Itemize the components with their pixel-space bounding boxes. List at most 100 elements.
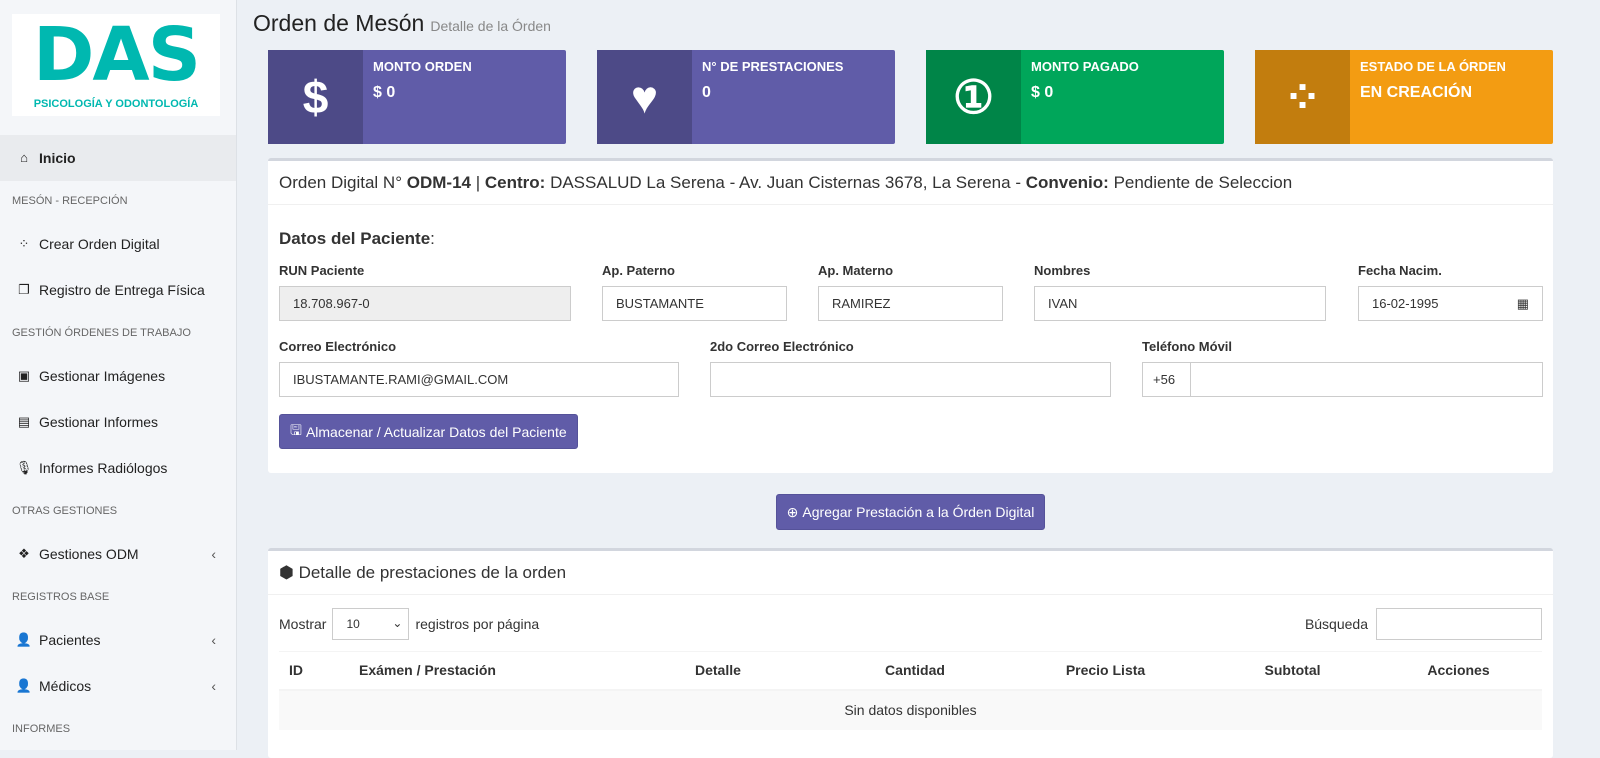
info-box-0: $ MONTO ORDEN $ 0 <box>268 50 566 144</box>
save-patient-button[interactable]: 🖫 Almacenar / Actualizar Datos del Pacien… <box>279 414 578 449</box>
paterno-label: Ap. Paterno <box>602 263 675 278</box>
chevron-left-icon: ‹ <box>211 632 216 648</box>
sidebar-item-registro-de-entrega-f-sica[interactable]: ❐ Registro de Entrega Física <box>0 267 236 313</box>
nombres-input[interactable]: IVAN <box>1034 286 1326 321</box>
add-button-row: ⊕ Agregar Prestación a la Órden Digital <box>268 494 1553 530</box>
nav-section-header: MESÓN - RECEPCIÓN <box>12 195 128 207</box>
column-header[interactable]: ID <box>279 651 349 691</box>
info-box-label: ESTADO DE LA ÓRDEN <box>1360 59 1506 74</box>
paterno-input[interactable]: BUSTAMANTE <box>602 286 787 321</box>
logo[interactable]: DAS PSICOLOGÍA Y ODONTOLOGÍA <box>12 14 220 116</box>
sidebar-item-inicio[interactable]: ⌂ Inicio <box>0 135 236 181</box>
column-header[interactable]: Subtotal <box>1210 651 1375 691</box>
correo2-label: 2do Correo Electrónico <box>710 339 854 354</box>
fecha-input[interactable]: 16-02-1995 ▦ <box>1358 286 1543 321</box>
search-input[interactable] <box>1376 608 1542 640</box>
info-box-3: ⁘ ESTADO DE LA ÓRDEN EN CREACIÓN <box>1255 50 1553 144</box>
cubes-icon: ❖ <box>18 546 30 561</box>
tel-input[interactable] <box>1191 362 1543 397</box>
patient-section-title: Datos del Paciente: <box>279 229 435 248</box>
nav-section-header: GESTIÓN ÓRDENES DE TRABAJO <box>12 327 191 339</box>
column-header[interactable]: Cantidad <box>829 651 1001 691</box>
correo-label: Correo Electrónico <box>279 339 397 354</box>
sidebar-nav: ⌂ Inicio MESÓN - RECEPCIÓN ⁘ Crear Orden Dig… <box>0 135 236 749</box>
chevron-down-icon: ⌄ <box>392 616 403 630</box>
chevron-left-icon: ‹ <box>211 546 216 562</box>
materno-input[interactable]: RAMIREZ <box>818 286 1003 321</box>
cube-icon: ⬢ <box>279 563 294 582</box>
column-header[interactable]: Precio Lista <box>1001 651 1210 691</box>
run-input[interactable]: 18.708.967-0 <box>279 286 571 321</box>
info-box-value: $ 0 <box>1031 84 1054 101</box>
sidebar-item-gestionar-informes[interactable]: ▤ Gestionar Informes <box>0 399 236 445</box>
sidebar-item-label: Gestionar Informes <box>39 414 159 430</box>
column-header[interactable]: Acciones <box>1375 651 1542 691</box>
prestaciones-table: ID Exámen / Prestación Detalle Cantidad Prec… <box>279 651 1542 730</box>
page-title: Orden de Mesón Detalle de la Órden <box>253 10 551 36</box>
search-control: Búsqueda <box>1305 608 1542 640</box>
sidebar-item-label: Pacientes <box>39 632 101 648</box>
info-box-label: MONTO PAGADO <box>1031 59 1139 74</box>
info-box-value: EN CREACIÓN <box>1360 84 1473 101</box>
chevron-left-icon: ‹ <box>211 678 216 694</box>
page-size-select[interactable]: 10 ⌄ <box>332 608 410 640</box>
plus-circle-icon: ⊕ <box>786 503 799 520</box>
order-panel: Orden Digital N° ODM-14 | Centro: DASSAL… <box>268 158 1553 473</box>
info-box-1: ♥ N° DE PRESTACIONES 0 <box>597 50 895 144</box>
sidebar-item-gestiones-odm[interactable]: ❖ Gestiones ODM ‹ <box>0 531 236 577</box>
run-label: RUN Paciente <box>279 263 365 278</box>
column-header[interactable]: Exámen / Prestación <box>349 651 685 691</box>
sidebar-item-pacientes[interactable]: 👤 Pacientes ‹ <box>0 617 236 663</box>
sidebar-item-label: Inicio <box>39 150 76 166</box>
heart-icon: ♥ <box>597 50 692 144</box>
main-content: Orden de Mesón Detalle de la Órden $ MONTO… <box>237 0 1600 758</box>
copy-icon: ❐ <box>18 282 30 297</box>
info-box-label: MONTO ORDEN <box>373 59 472 74</box>
page-subtitle: Detalle de la Órden <box>430 18 551 34</box>
sidebar-item-label: Crear Orden Digital <box>39 236 160 252</box>
user-doctor-icon: 👤 <box>15 678 33 693</box>
sidebar-item-label: Médicos <box>39 678 92 694</box>
nav-section-header: OTRAS GESTIONES <box>12 505 118 517</box>
page-size-control: Mostrar 10 ⌄ registros por página <box>279 608 539 640</box>
microphone-icon: 🎙 <box>15 460 33 475</box>
spinner-icon: ⁘ <box>1255 50 1350 144</box>
nav-section-header: INFORMES <box>12 723 71 735</box>
tel-label: Teléfono Móvil <box>1142 339 1233 354</box>
detail-panel: ⬢ Detalle de prestaciones de la orden Mo… <box>268 548 1553 758</box>
spinner-icon: ⁘ <box>18 236 30 251</box>
column-header[interactable]: Detalle <box>685 651 829 691</box>
image-icon: ▣ <box>17 368 31 383</box>
empty-row: Sin datos disponibles <box>279 689 1542 730</box>
detail-header: ⬢ Detalle de prestaciones de la orden <box>268 551 1553 595</box>
correo-input[interactable]: IBUSTAMANTE.RAMI@GMAIL.COM <box>279 362 679 397</box>
add-prestacion-button[interactable]: ⊕ Agregar Prestación a la Órden Digital <box>775 494 1046 530</box>
info-box-2: ① MONTO PAGADO $ 0 <box>926 50 1224 144</box>
floppy-icon: 🖫 <box>290 421 302 438</box>
user-icon: 👤 <box>15 632 33 647</box>
order-header: Orden Digital N° ODM-14 | Centro: DASSAL… <box>268 161 1553 205</box>
sidebar-item-gestionar-im-genes[interactable]: ▣ Gestionar Imágenes <box>0 353 236 399</box>
sidebar-item-m-dicos[interactable]: 👤 Médicos ‹ <box>0 663 236 709</box>
tel-prefix: +56 <box>1142 362 1191 397</box>
money-bill-icon: ① <box>926 50 1021 144</box>
calendar-icon[interactable]: ▦ <box>1516 296 1529 311</box>
sidebar-item-label: Registro de Entrega Física <box>39 282 205 298</box>
dollar-icon: $ <box>268 50 363 144</box>
info-box-value: $ 0 <box>373 84 396 101</box>
sidebar-item-informes-radi-logos[interactable]: 🎙 Informes Radiólogos <box>0 445 236 491</box>
sidebar: DAS PSICOLOGÍA Y ODONTOLOGÍA ⌂ Inicio MESÓ… <box>0 0 237 750</box>
info-box-value: 0 <box>702 84 711 101</box>
info-box-label: N° DE PRESTACIONES <box>702 59 844 74</box>
sidebar-item-label: Gestionar Imágenes <box>39 368 166 384</box>
home-icon: ⌂ <box>20 150 28 165</box>
sidebar-item-label: Gestiones ODM <box>39 546 139 562</box>
materno-label: Ap. Materno <box>818 263 894 278</box>
fecha-label: Fecha Nacim. <box>1358 263 1442 278</box>
sidebar-item-label: Informes Radiólogos <box>39 460 168 476</box>
correo2-input[interactable] <box>710 362 1111 397</box>
sidebar-item-crear-orden-digital[interactable]: ⁘ Crear Orden Digital <box>0 221 236 267</box>
pdf-icon: ▤ <box>17 414 31 429</box>
nombres-label: Nombres <box>1034 263 1091 278</box>
nav-section-header: REGISTROS BASE <box>12 591 110 603</box>
